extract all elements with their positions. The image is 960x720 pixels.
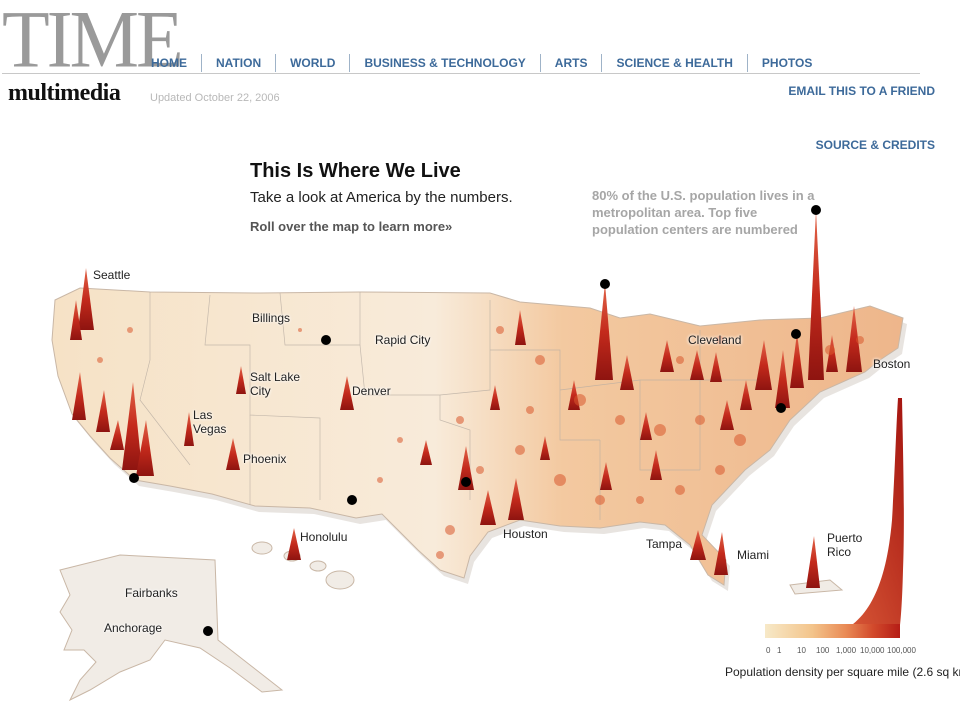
nav-arts[interactable]: ARTS: [539, 54, 602, 72]
city-label-tampa: Tampa: [646, 537, 683, 551]
alaska: [59, 554, 284, 702]
population-spikes: [70, 210, 862, 575]
density-speckles: [97, 326, 864, 559]
population-center-markers: [129, 205, 821, 636]
main-nav: HOME NATION WORLD BUSINESS & TECHNOLOGY …: [137, 54, 826, 72]
legend-caption: Population density per square mile (2.6 …: [725, 665, 960, 679]
marker-billings-area: [321, 335, 331, 345]
legend-tick-100: 100: [816, 646, 830, 655]
nav-photos[interactable]: PHOTOS: [746, 54, 826, 72]
honolulu-spike: [287, 528, 301, 560]
city-label-rapid-city: Rapid City: [375, 333, 431, 347]
time-logo[interactable]: TIME: [2, 0, 184, 85]
city-label-phoenix: Phoenix: [243, 452, 287, 466]
marker-new-york: [811, 205, 821, 215]
legend-tick-0: 0: [766, 646, 771, 655]
city-label-cleveland: Cleveland: [688, 333, 742, 347]
city-label-puerto-rico: Puerto Rico: [827, 531, 863, 559]
page-title: This Is Where We Live: [250, 160, 461, 182]
metro-note: 80% of the U.S. population lives in a me…: [592, 188, 815, 237]
hawaii: [251, 541, 355, 590]
state-borders: [139, 292, 760, 520]
city-label-billings: Billings: [252, 311, 291, 325]
marker-boston-area: [791, 329, 801, 339]
source-credits-link[interactable]: SOURCE & CREDITS: [815, 138, 935, 152]
legend-horn: [820, 398, 904, 638]
multimedia-logo: multimedia: [8, 80, 121, 106]
legend-tick-100000: 100,000: [887, 646, 916, 655]
legend-tick-10000: 10,000: [860, 646, 885, 655]
puerto-rico-spike: [806, 536, 820, 588]
legend-color-bar: [765, 624, 900, 638]
nav-nation[interactable]: NATION: [201, 54, 275, 72]
city-label-denver: Denver: [352, 384, 391, 398]
city-label-houston: Houston: [503, 527, 548, 541]
city-label-salt-lake-city: Salt Lake City: [250, 370, 301, 398]
marker-dallas: [461, 477, 471, 487]
updated-date: Updated October 22, 2006: [150, 92, 280, 104]
city-label-las-vegas: Las Vegas: [193, 408, 227, 436]
nav-business-technology[interactable]: BUSINESS & TECHNOLOGY: [349, 54, 539, 72]
legend-tick-1: 1: [777, 646, 782, 655]
page-subtitle: Take a look at America by the numbers.: [250, 189, 513, 206]
legend-tick-10: 10: [797, 646, 806, 655]
legend-tick-1000: 1,000: [836, 646, 857, 655]
marker-philadelphia: [776, 403, 786, 413]
city-label-anchorage: Anchorage: [104, 621, 163, 635]
rollover-prompt[interactable]: Roll over the map to learn more»: [250, 219, 453, 234]
marker-southwest: [347, 495, 357, 505]
city-label-honolulu: Honolulu: [300, 530, 348, 544]
nav-home[interactable]: HOME: [151, 56, 187, 70]
city-label-boston: Boston: [873, 357, 911, 371]
nav-science-health[interactable]: SCIENCE & HEALTH: [601, 54, 746, 72]
city-label-fairbanks: Fairbanks: [125, 586, 178, 600]
email-friend-link[interactable]: EMAIL THIS TO A FRIEND: [788, 84, 935, 98]
continental-us: [51, 287, 904, 586]
marker-los-angeles: [129, 473, 139, 483]
city-label-miami: Miami: [737, 548, 769, 562]
marker-alaska: [203, 626, 213, 636]
marker-chicago: [600, 279, 610, 289]
nav-world[interactable]: WORLD: [275, 54, 349, 72]
city-label-seattle: Seattle: [93, 268, 131, 282]
header-divider: [2, 73, 920, 74]
